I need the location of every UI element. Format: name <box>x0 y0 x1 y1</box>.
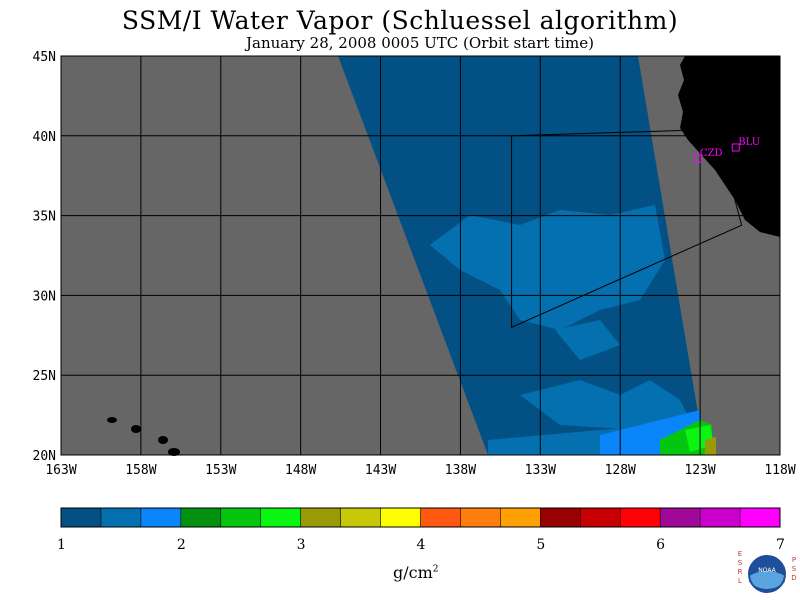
colorbar-swatch <box>700 508 741 527</box>
colorbar-swatch <box>500 508 541 527</box>
units-exponent: 2 <box>432 564 439 575</box>
lon-tick-label: 153W <box>205 463 236 478</box>
lon-tick-label: 138W <box>445 463 476 478</box>
colorbar-swatch <box>260 508 302 527</box>
colorbar-swatch <box>340 508 382 527</box>
swath-patch <box>705 437 716 455</box>
colorbar-tick-label: 7 <box>776 537 785 553</box>
colorbar-tick-label: 3 <box>296 537 306 553</box>
colorbar-swatch <box>100 508 142 527</box>
swath-layer <box>338 56 716 455</box>
lon-tick-label: 118W <box>764 463 795 478</box>
colorbar-tick-label: 5 <box>536 537 546 553</box>
colorbar-swatch <box>740 508 781 527</box>
lon-tick-label: 123W <box>684 463 715 478</box>
map-frame <box>60 55 781 456</box>
lat-tick-label: 40N <box>33 130 56 145</box>
colorbar-swatch <box>220 508 262 527</box>
swath-patch <box>520 380 690 430</box>
lat-tick-label: 35N <box>33 210 56 225</box>
map-title: SSM/I Water Vapor (Schluessel algorithm) <box>121 6 679 35</box>
station-label: BLU <box>738 137 760 148</box>
map-subtitle: January 28, 2008 0005 UTC (Orbit start t… <box>246 34 594 52</box>
colorbar-swatch <box>660 508 701 527</box>
colorbar-tick-label: 1 <box>57 537 66 553</box>
units-text: g/cm <box>393 563 433 582</box>
lon-tick-label: 128W <box>605 463 636 478</box>
swath-patch <box>555 320 620 360</box>
logo-center-text: NOAA <box>758 567 776 574</box>
colorbar-swatch <box>580 508 621 527</box>
hawaii-island <box>158 436 168 444</box>
lat-axis: 45N 40N 35N 30N 25N 20N <box>33 50 56 464</box>
colorbar-swatch <box>540 508 581 527</box>
colorbar-units: g/cm2 <box>393 563 439 582</box>
land-layer <box>107 56 780 456</box>
colorbar-swatch <box>420 508 461 527</box>
hawaii-island <box>168 448 180 456</box>
north-america-landmass <box>678 56 780 237</box>
colorbar <box>60 507 781 528</box>
lon-tick-label: 143W <box>365 463 396 478</box>
colorbar-tick-label: 4 <box>416 537 426 553</box>
lon-tick-label: 163W <box>45 463 76 478</box>
colorbar-swatch <box>140 508 182 527</box>
station-marker-icon <box>693 154 702 163</box>
colorbar-swatch <box>620 508 661 527</box>
region-outline <box>511 128 743 329</box>
lat-tick-label: 20N <box>33 449 56 464</box>
lon-tick-label: 133W <box>525 463 556 478</box>
lat-tick-label: 45N <box>33 50 56 65</box>
hawaii-island <box>131 425 141 433</box>
station-label: CZD <box>700 148 723 159</box>
colorbar-swatch <box>380 508 421 527</box>
swath-patch <box>430 205 665 330</box>
colorbar-swatch <box>61 508 102 527</box>
lon-axis: 163W 158W 153W 148W 143W 138W 133W 128W 123W 118W <box>45 463 795 478</box>
lon-tick-label: 158W <box>125 463 156 478</box>
lon-tick-label: 148W <box>285 463 316 478</box>
colorbar-swatch <box>180 508 222 527</box>
station-marker-icon <box>731 143 740 152</box>
colorbar-swatch <box>460 508 501 527</box>
colorbar-tick-label: 6 <box>656 537 666 553</box>
colorbar-tick-label: 2 <box>176 537 186 553</box>
lat-tick-label: 25N <box>33 369 56 384</box>
lat-tick-label: 30N <box>33 289 56 304</box>
hawaii-island <box>107 417 117 423</box>
colorbar-swatch <box>300 508 342 527</box>
noaa-emblem-wave-icon <box>749 571 785 589</box>
station-layer: CZD BLU <box>693 137 760 163</box>
